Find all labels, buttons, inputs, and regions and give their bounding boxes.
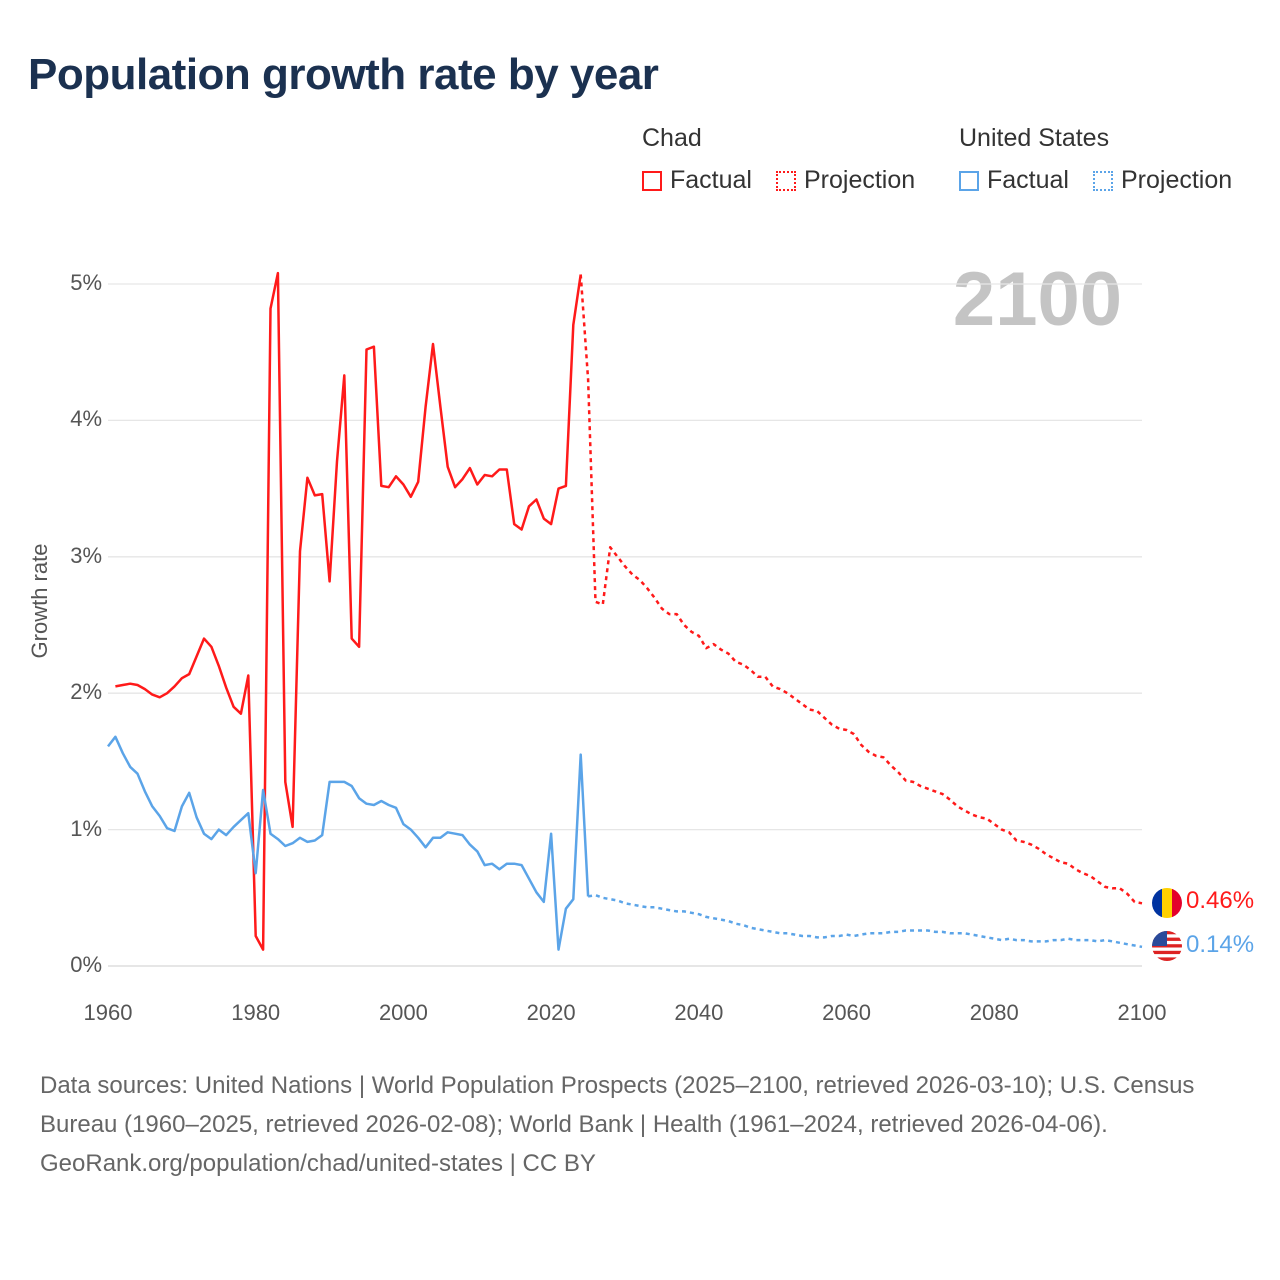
x-tick-label: 2040 <box>674 1000 724 1025</box>
legend-label: Factual <box>987 166 1069 194</box>
legend-swatch-dotted <box>776 170 796 191</box>
data-sources: Data sources: United Nations | World Pop… <box>40 1072 1195 1138</box>
legend-label: Factual <box>670 166 752 194</box>
us-flag-icon <box>1152 931 1182 961</box>
y-tick-label: 0% <box>70 952 102 977</box>
year-display: 2100 <box>952 257 1122 342</box>
x-tick-label: 2100 <box>1117 1000 1167 1025</box>
y-tick-label: 5% <box>70 270 102 295</box>
y-tick-label: 3% <box>70 542 102 568</box>
series-chad-factual <box>115 271 582 951</box>
legend-swatch-dotted <box>1093 170 1113 191</box>
x-tick-label: 1960 <box>83 1000 133 1025</box>
series-chad-projection <box>579 274 1143 905</box>
x-tick-label: 2060 <box>822 1000 872 1025</box>
y-tick-label: 1% <box>70 815 102 841</box>
legend-swatch-solid <box>959 170 979 191</box>
legend-us-factual[interactable]: Factual <box>959 166 1069 195</box>
legend-label: Projection <box>1121 166 1233 194</box>
legend-group-us: United States <box>959 124 1110 152</box>
y-tick-label: 4% <box>70 406 102 432</box>
chart-title: Population growth rate by year <box>28 50 659 99</box>
series-united-states-projection <box>587 893 1143 949</box>
chad-flag-icon <box>1152 888 1182 918</box>
legend-group-chad: Chad <box>642 124 702 152</box>
legend-swatch-solid <box>642 170 662 191</box>
legend-chad-projection[interactable]: Projection <box>776 166 915 195</box>
x-tick-label: 2020 <box>526 1000 576 1025</box>
x-tick-label: 2000 <box>378 1000 428 1025</box>
x-tick-label: 2080 <box>969 1000 1019 1025</box>
chad-end-label: 0.46% <box>1186 887 1255 914</box>
legend-chad-factual[interactable]: Factual <box>642 166 752 195</box>
x-tick-label: 1980 <box>231 1000 281 1025</box>
footer: Data sources: United Nations | World Pop… <box>40 1066 1230 1183</box>
legend-label: Projection <box>804 166 916 194</box>
us-end-label: 0.14% <box>1186 931 1255 958</box>
legend-us-projection[interactable]: Projection <box>1093 166 1232 195</box>
series-united-states-factual <box>107 735 590 951</box>
source-link[interactable]: GeoRank.org/population/chad/united-state… <box>40 1150 596 1177</box>
y-tick-label: 2% <box>70 679 102 705</box>
